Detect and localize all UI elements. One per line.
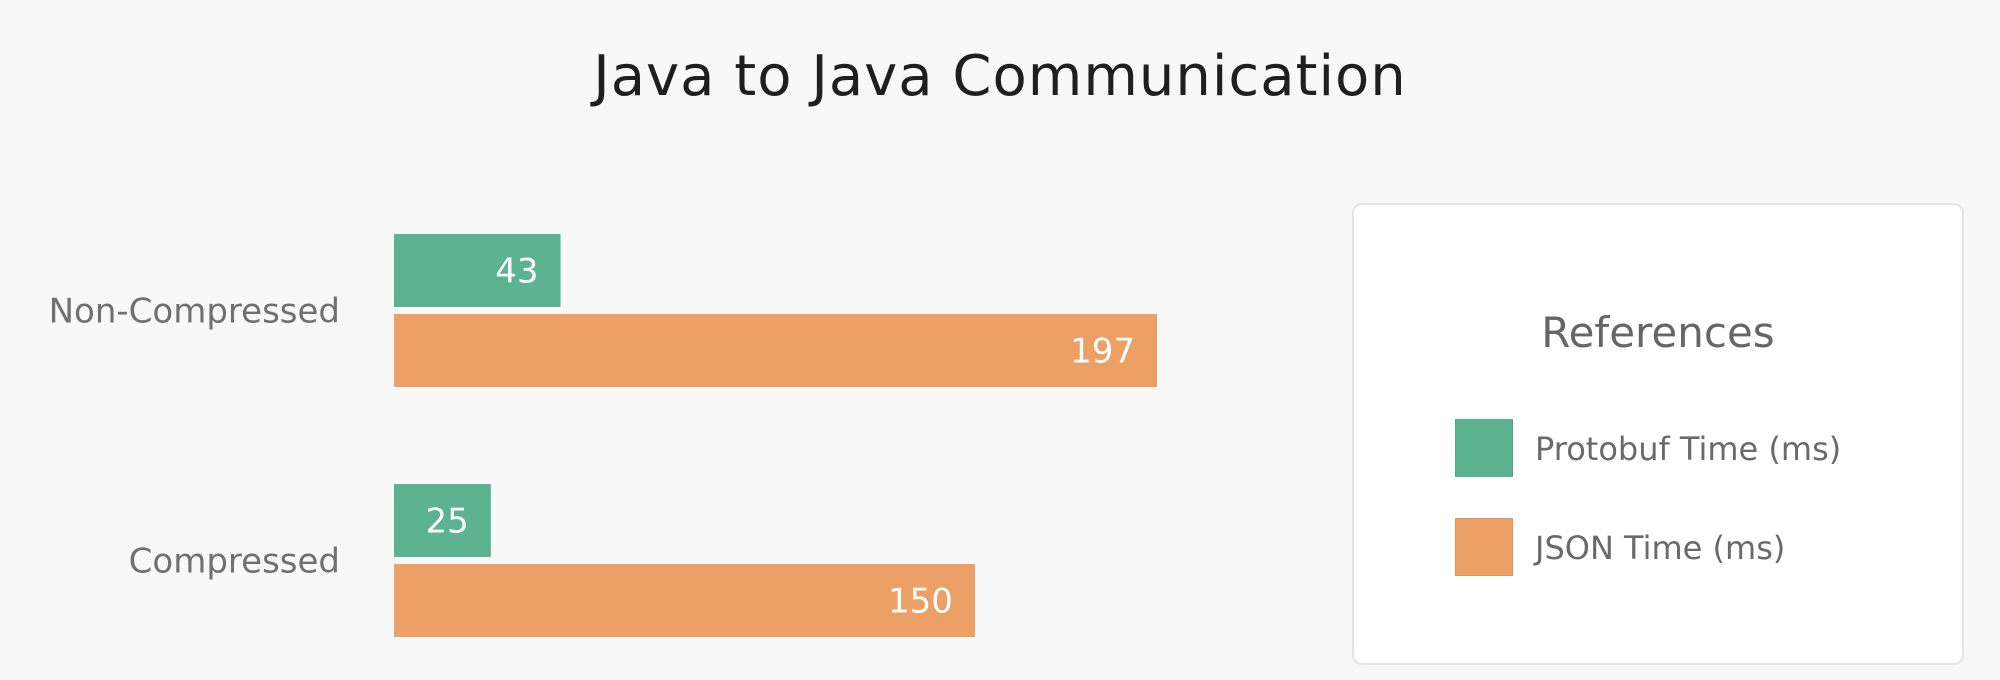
category-label-compressed: Compressed (129, 542, 340, 582)
legend: References Protobuf Time (ms) JSON Time … (1352, 203, 1964, 665)
legend-swatch-json (1455, 518, 1513, 576)
bar-protobuf-compressed (394, 484, 491, 557)
bar-protobuf-non-compressed (394, 234, 561, 307)
legend-item-protobuf: Protobuf Time (ms) (1455, 419, 1935, 479)
bar-json-compressed (394, 564, 975, 637)
legend-label-protobuf: Protobuf Time (ms) (1535, 430, 1842, 468)
legend-label-json: JSON Time (ms) (1535, 529, 1786, 567)
data-label-protobuf-non-compressed: 43 (495, 252, 538, 292)
legend-title: References (1541, 308, 1775, 357)
legend-item-json: JSON Time (ms) (1455, 518, 1935, 578)
bar-json-non-compressed (394, 314, 1157, 387)
category-label-non-compressed: Non-Compressed (49, 292, 340, 332)
data-label-protobuf-compressed: 25 (426, 502, 469, 542)
legend-swatch-protobuf (1455, 419, 1513, 477)
data-label-json-non-compressed: 197 (1070, 332, 1135, 372)
data-label-json-compressed: 150 (888, 582, 953, 622)
chart-title: Java to Java Communication (593, 44, 1407, 109)
